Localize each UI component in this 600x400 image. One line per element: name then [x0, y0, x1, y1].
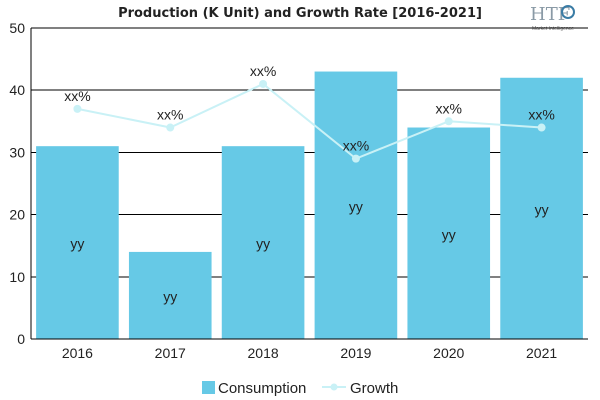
y-tick-label: 10: [9, 269, 25, 285]
bar-data-label: yy: [70, 236, 84, 252]
x-tick-label: 2016: [62, 345, 93, 361]
growth-line: [77, 82, 542, 160]
bar: [128, 251, 212, 339]
bar: [221, 146, 305, 339]
growth-point: [166, 123, 175, 132]
y-tick-label: 40: [9, 82, 25, 98]
logo-text: HTF: [530, 4, 570, 25]
growth-point: [259, 79, 268, 88]
x-tick-label: 2021: [526, 345, 557, 361]
bar-data-label: yy: [442, 226, 456, 242]
bar-data-label: yy: [349, 198, 363, 214]
y-tick-label: 0: [17, 331, 25, 347]
line-series-growth: [73, 79, 546, 163]
logo-subtitle: Market Intelligence: [532, 26, 574, 32]
y-tick-label: 30: [9, 144, 25, 160]
bar-data-label: yy: [256, 236, 270, 252]
y-tick-label: 20: [9, 207, 25, 223]
legend: Consumption Growth: [202, 380, 398, 397]
data-labels: yy yy yy yy yy yy xx% xx% xx% xx% xx% xx%: [64, 63, 555, 304]
x-tick-label: 2018: [248, 345, 279, 361]
x-tick-label: 2020: [433, 345, 464, 361]
growth-point: [537, 123, 546, 132]
x-axis: 2016 2017 2018 2019 2020 2021: [31, 338, 588, 361]
growth-data-label: xx%: [528, 107, 554, 123]
growth-point: [351, 154, 360, 163]
growth-data-label: xx%: [436, 100, 462, 116]
x-tick-label: 2017: [155, 345, 186, 361]
legend-swatch-consumption: [202, 381, 215, 394]
bar-data-label: yy: [163, 288, 177, 304]
legend-label-consumption: Consumption: [218, 380, 306, 397]
growth-point: [444, 117, 453, 126]
logo-globe-icon: [561, 5, 575, 19]
growth-point: [73, 104, 82, 113]
x-tick-label: 2019: [340, 345, 371, 361]
growth-data-label: xx%: [250, 63, 276, 79]
growth-data-label: xx%: [64, 88, 90, 104]
chart-title: Production (K Unit) and Growth Rate [201…: [118, 6, 482, 21]
brand-logo: HTF Market Intelligence: [530, 4, 575, 32]
growth-data-label: xx%: [343, 138, 369, 154]
bar-series-consumption: [36, 71, 583, 340]
bar: [407, 127, 491, 340]
y-tick-label: 50: [9, 20, 25, 36]
bar: [500, 77, 583, 339]
legend-swatch-growth-marker: [330, 383, 338, 391]
bar-data-label: yy: [535, 201, 549, 217]
growth-data-label: xx%: [157, 107, 183, 123]
y-axis: 0 10 20 30 40 50: [9, 20, 32, 347]
bar: [314, 71, 398, 339]
bar: [36, 146, 119, 339]
legend-label-growth: Growth: [350, 380, 398, 397]
